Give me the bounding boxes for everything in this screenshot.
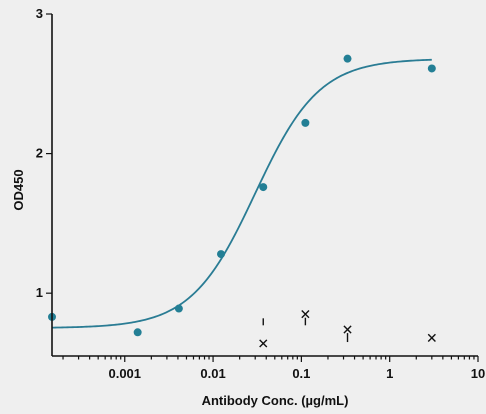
x-marker-stroke	[427, 333, 436, 342]
y-tick-label: 3	[36, 6, 43, 21]
y-axis-title: OD450	[11, 169, 26, 210]
control-point	[343, 325, 352, 343]
data-point	[301, 118, 310, 127]
data-point	[343, 54, 352, 63]
data-point	[427, 64, 436, 73]
data-point	[259, 183, 268, 192]
data-point	[133, 328, 142, 337]
data-point	[217, 250, 226, 259]
y-tick-label: 1	[36, 285, 43, 300]
x-marker-stroke	[301, 310, 310, 319]
fit-curve	[51, 58, 432, 329]
ticks: 1 2 3 0.001 0.01 0.1 1 10	[36, 6, 485, 381]
control-point	[301, 310, 310, 326]
control-point	[427, 333, 436, 342]
x-tick-label: 0.01	[200, 366, 225, 381]
y-tick-label: 2	[36, 146, 43, 161]
x-axis-title: Antibody Conc. (µg/mL)	[202, 393, 349, 408]
axes	[51, 14, 478, 357]
x-tick-label: 1	[386, 366, 393, 381]
control-point	[259, 318, 268, 348]
x-tick-label: 10	[471, 366, 485, 381]
x-marker-stroke	[343, 325, 352, 334]
data-point	[174, 304, 183, 313]
x-tick-label: 0.001	[108, 366, 141, 381]
x-marker-stroke	[259, 339, 268, 348]
x-tick-label: 0.1	[292, 366, 310, 381]
plot-area	[48, 54, 436, 348]
